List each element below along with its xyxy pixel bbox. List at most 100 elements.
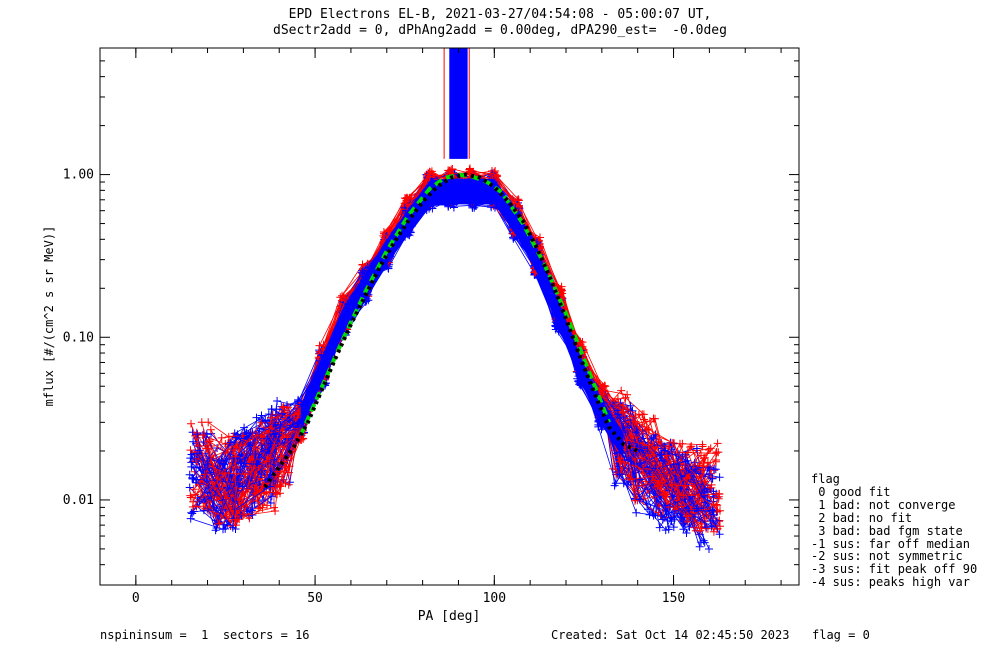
red-data-point [285, 462, 294, 471]
blue-data-point [189, 437, 198, 446]
x-axis-label: PA [deg] [418, 609, 481, 624]
red-data-point [651, 414, 659, 423]
red-data-point [425, 172, 434, 181]
blue-data-point [186, 454, 195, 463]
red-data-point [654, 437, 663, 446]
blue-data-point [655, 523, 664, 532]
blue-data-point [702, 523, 711, 532]
blue-data-point [228, 523, 237, 532]
red-data-point [644, 441, 653, 450]
red-data-point [709, 527, 718, 536]
blue-data-point [705, 470, 714, 479]
spin-sector-info: nspininsum = 1 sectors = 16 [100, 628, 310, 642]
red-data-point [648, 472, 657, 481]
blue-data-point [715, 473, 724, 482]
red-data-point [703, 524, 712, 533]
chart-title-line-2: dSectr2add = 0, dPhAng2add = 0.00deg, dP… [273, 23, 727, 38]
green-fit-curve [298, 172, 611, 437]
flag-legend-item: -2 sus: not symmetric [811, 549, 963, 564]
chart-title-line-1: EPD Electrons EL-B, 2021-03-27/04:54:08 … [288, 7, 712, 22]
red-data-point [221, 469, 229, 477]
red-data-point [342, 295, 350, 303]
flag-legend-item: 2 bad: no fit [811, 510, 913, 525]
red-data-point [618, 401, 627, 410]
blue-data-point [267, 492, 276, 501]
y-tick-label: 0.01 [63, 493, 94, 508]
red-data-point [707, 483, 716, 492]
red-data-point [284, 403, 293, 412]
blue-data-point [283, 401, 291, 410]
blue-data-point [187, 462, 196, 471]
red-data-point [265, 454, 274, 463]
blue-data-point [659, 457, 668, 466]
blue-data-point [636, 443, 645, 452]
blue-data-point [632, 428, 641, 437]
blue-data-point [231, 505, 240, 514]
red-data-point [191, 448, 200, 457]
red-data-point [486, 169, 495, 178]
blue-data-point [276, 420, 285, 429]
blue-data-point [199, 506, 208, 515]
blue-data-point [649, 511, 658, 520]
blue-data-point [635, 495, 644, 504]
red-data-point [267, 424, 276, 432]
red-data-point [200, 470, 209, 479]
red-data-point [678, 502, 686, 511]
blue-data-point [240, 423, 249, 432]
blue-data-point [692, 504, 701, 513]
flag-legend-title: flag [811, 472, 840, 486]
red-data-point [712, 448, 721, 456]
red-data-point [281, 479, 290, 488]
red-data-point [680, 481, 689, 490]
blue-data-point [252, 413, 261, 422]
blue-data-point [695, 542, 704, 551]
blue-data-point [226, 438, 235, 447]
red-data-point [186, 446, 195, 455]
red-data-point [631, 496, 639, 505]
plot-frame [99, 47, 800, 586]
x-tick-label: 100 [483, 591, 506, 606]
blue-data-point [705, 545, 713, 553]
blue-data-point [629, 439, 638, 448]
blue-dense-core [300, 178, 624, 459]
blue-data-point [192, 475, 200, 484]
red-data-point [189, 485, 198, 494]
blue-data-point [711, 465, 720, 474]
red-data-point [197, 418, 206, 427]
red-data-point [271, 507, 280, 515]
red-data-point [716, 506, 724, 515]
blue-data-point [669, 523, 678, 532]
blue-data-point [670, 515, 679, 524]
red-data-point [713, 439, 722, 448]
red-data-point [634, 410, 643, 419]
blue-data-point [188, 509, 197, 518]
red-data-point [267, 413, 275, 422]
blue-data-point [257, 411, 266, 420]
blue-data-point [677, 513, 686, 522]
red-data-point [536, 233, 544, 242]
black-fit-curve [263, 172, 639, 489]
blue-data-point [205, 454, 214, 463]
red-data-point [662, 451, 671, 460]
x-tick-label: 50 [307, 591, 323, 606]
blue-data-point [632, 508, 641, 517]
red-data-point [275, 480, 284, 489]
red-data-point [276, 489, 284, 498]
red-data-point [337, 296, 346, 305]
red-data-point [682, 512, 691, 521]
red-data-point [613, 394, 622, 403]
axes: 0 50 100 150 0.01 0.10 1.00 [63, 47, 799, 606]
red-data-point [697, 524, 706, 533]
blue-data-point [237, 459, 246, 468]
flag-legend-item: 3 bad: bad fgm state [811, 523, 963, 538]
blue-data-point [187, 508, 196, 517]
red-data-point [293, 410, 302, 419]
red-data-point [284, 480, 293, 489]
blue-data-point [660, 446, 669, 455]
blue-data-point [657, 450, 666, 459]
red-data-point [262, 457, 271, 466]
blue-data-point [247, 506, 256, 515]
red-data-point [623, 436, 632, 445]
blue-data-point [230, 478, 239, 487]
